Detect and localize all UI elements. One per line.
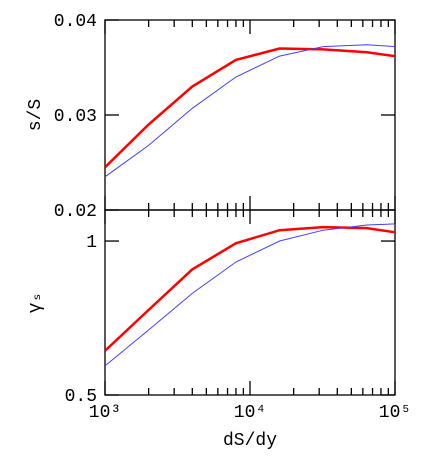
x-tick-label: 10³ — [89, 403, 121, 423]
x-tick-label: 10⁴ — [234, 403, 266, 423]
series-line — [105, 44, 395, 178]
y-axis-label: s/S — [26, 99, 46, 131]
plot-frame — [104, 19, 396, 211]
x-tick-label: 10⁵ — [379, 403, 411, 423]
y-axis-label: γₛ — [26, 292, 46, 314]
series-line — [105, 225, 395, 352]
y-tick-label: 0.04 — [54, 12, 97, 32]
y-tick-label: 0.03 — [54, 107, 97, 127]
series-line — [105, 47, 395, 169]
series-line — [105, 223, 395, 367]
plot-frame — [104, 209, 396, 396]
y-tick-label: 1 — [86, 233, 97, 253]
x-axis-label: dS/dy — [223, 431, 277, 451]
y-tick-label: 0.02 — [54, 202, 97, 222]
y-tick-label: 0.5 — [65, 387, 97, 407]
